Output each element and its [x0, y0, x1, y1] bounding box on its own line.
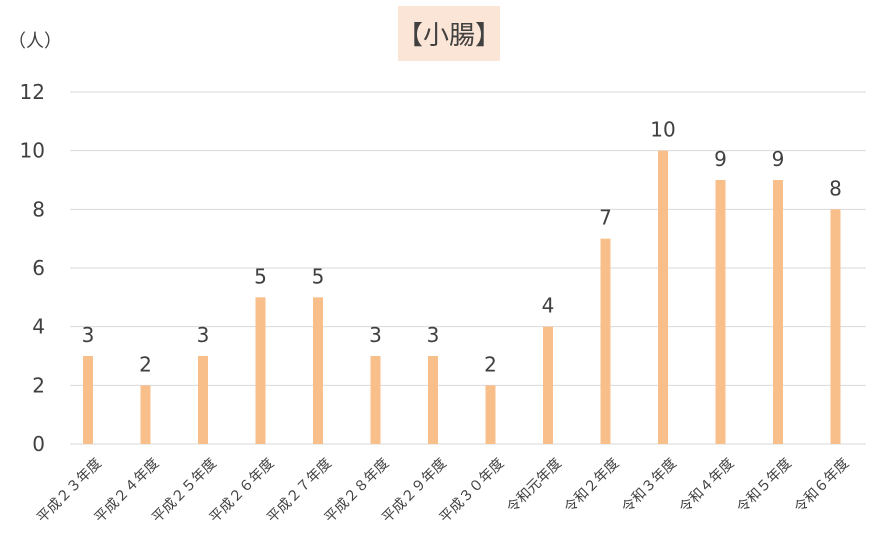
x-tick-label: 令和２年度: [562, 456, 623, 517]
y-tick-label: 8: [32, 197, 45, 221]
x-tick-label: 令和元年度: [504, 456, 565, 517]
data-label: 9: [714, 147, 727, 171]
bar: [773, 180, 783, 444]
bar: [485, 385, 496, 444]
y-tick-label: 0: [32, 432, 45, 456]
bar: [543, 326, 553, 444]
bar: [428, 356, 438, 444]
y-tick-label: 4: [32, 315, 45, 339]
x-tick-label: 令和６年度: [792, 456, 853, 517]
y-tick-label: 6: [32, 256, 45, 280]
data-label: 3: [427, 323, 440, 347]
bar: [830, 209, 841, 444]
y-tick-label: 10: [20, 139, 45, 163]
data-label: 5: [254, 264, 267, 288]
data-label: 7: [599, 206, 612, 230]
bar: [140, 385, 151, 444]
data-label: 2: [484, 352, 497, 376]
data-label: 2: [139, 352, 152, 376]
bar: [255, 297, 266, 444]
chart-title: 【小腸】: [397, 21, 502, 51]
data-label: 3: [369, 323, 382, 347]
bar: [313, 297, 323, 444]
data-label: 10: [650, 118, 675, 142]
bar: [658, 150, 668, 444]
data-label: 3: [82, 323, 95, 347]
data-label: 5: [312, 264, 325, 288]
x-tick-label: 令和３年度: [619, 456, 680, 517]
chart-title-box: 【小腸】: [397, 6, 502, 61]
data-label: 9: [772, 147, 785, 171]
data-label: 8: [829, 176, 842, 200]
x-tick-label: 令和５年度: [734, 456, 795, 517]
x-tick-label: 令和４年度: [677, 456, 738, 517]
bar: [198, 356, 208, 444]
data-label: 4: [542, 294, 555, 318]
bar: [370, 356, 381, 444]
y-axis-unit-label: （人）: [8, 31, 62, 52]
y-tick-label: 12: [20, 80, 45, 104]
data-label: 3: [197, 323, 210, 347]
bar: [600, 238, 611, 444]
bar: [715, 180, 726, 444]
y-tick-label: 2: [32, 373, 45, 397]
bar: [83, 356, 93, 444]
